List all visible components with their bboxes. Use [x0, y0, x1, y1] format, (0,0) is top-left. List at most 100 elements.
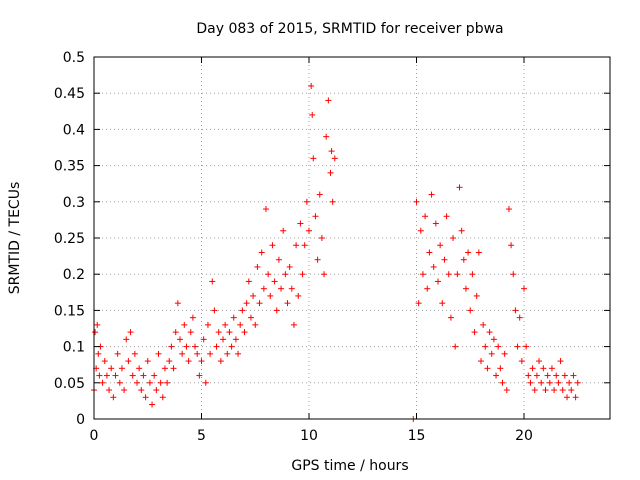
data-point — [204, 321, 211, 328]
data-point — [192, 343, 199, 350]
data-point — [559, 387, 566, 394]
data-point — [222, 321, 229, 328]
data-point — [484, 365, 491, 372]
data-point — [450, 235, 457, 241]
data-point — [164, 379, 171, 386]
data-point — [121, 387, 128, 394]
y-tick-label: 0.5 — [63, 50, 85, 66]
x-tick-label: 0 — [90, 428, 99, 444]
data-point — [99, 379, 106, 386]
data-point — [269, 242, 276, 249]
data-point — [525, 372, 532, 379]
data-point — [254, 263, 261, 270]
data-point — [415, 300, 422, 307]
data-point — [209, 278, 216, 285]
data-point — [424, 285, 431, 292]
data-point — [256, 300, 263, 307]
data-point — [523, 343, 530, 350]
data-point — [103, 372, 110, 379]
data-point — [536, 358, 543, 365]
data-point — [308, 82, 315, 89]
y-tick-label: 0.2 — [63, 267, 85, 283]
data-point — [140, 372, 147, 379]
data-point — [200, 336, 207, 343]
data-point — [213, 343, 220, 350]
data-point — [316, 191, 323, 198]
data-point — [185, 358, 192, 365]
data-point — [202, 379, 209, 386]
y-tick-label: 0.3 — [63, 195, 85, 211]
data-point — [561, 372, 568, 379]
data-point — [217, 358, 224, 365]
data-point — [542, 387, 549, 394]
x-tick-label: 15 — [408, 428, 426, 444]
data-point — [329, 198, 336, 205]
data-point — [275, 256, 282, 263]
data-point — [181, 321, 188, 328]
data-point — [443, 213, 450, 220]
data-point — [157, 379, 164, 386]
data-point — [293, 242, 300, 249]
data-point — [557, 358, 564, 365]
data-point — [430, 263, 437, 270]
data-point — [114, 350, 121, 357]
data-point — [239, 307, 246, 314]
data-point — [490, 336, 497, 343]
data-point — [230, 314, 237, 321]
data-point — [553, 372, 560, 379]
x-tick-label: 10 — [300, 428, 318, 444]
data-point — [116, 379, 123, 386]
data-point — [286, 263, 293, 270]
data-point — [508, 242, 515, 249]
data-point — [159, 394, 166, 401]
data-point — [331, 155, 338, 162]
data-point — [297, 220, 304, 227]
data-point — [303, 198, 310, 205]
data-point — [168, 343, 175, 350]
data-point — [318, 235, 325, 241]
data-point — [452, 343, 459, 350]
data-point — [179, 350, 186, 357]
data-point — [125, 358, 132, 365]
axis-ticks: 0 0.05 0.1 0.15 0.2 0.25 0.3 0.35 0.4 0.45 0.5 0 5 10… — [54, 50, 610, 444]
data-point — [323, 133, 330, 140]
data-point — [110, 394, 117, 401]
data-point — [321, 271, 328, 278]
data-point — [426, 249, 433, 256]
data-point — [432, 220, 439, 227]
data-point — [108, 365, 115, 372]
data-point — [572, 394, 579, 401]
data-point — [465, 249, 472, 256]
data-point — [493, 372, 500, 379]
data-point — [531, 387, 538, 394]
data-point — [512, 307, 519, 314]
data-point — [260, 285, 267, 292]
data-point — [146, 379, 153, 386]
data-point — [129, 372, 136, 379]
data-point — [280, 227, 287, 234]
data-point — [533, 372, 540, 379]
data-point — [488, 350, 495, 357]
data-point — [574, 379, 581, 386]
data-point — [101, 358, 108, 365]
data-point — [282, 271, 289, 278]
data-point — [278, 285, 285, 292]
data-point — [207, 350, 214, 357]
plot-frame — [93, 56, 611, 420]
data-point — [469, 271, 476, 278]
data-point — [172, 329, 179, 336]
y-tick-label: 0.1 — [63, 340, 85, 356]
data-point — [106, 387, 113, 394]
data-point — [439, 300, 446, 307]
data-point — [482, 343, 489, 350]
data-point — [94, 321, 101, 328]
data-point — [220, 336, 226, 343]
y-tick-label: 0.35 — [54, 159, 85, 175]
y-tick-label: 0.15 — [54, 303, 85, 319]
data-point — [155, 350, 162, 357]
data-point — [224, 350, 231, 357]
data-point — [309, 111, 316, 118]
data-point — [112, 372, 119, 379]
data-point — [568, 387, 575, 394]
data-point — [306, 227, 312, 234]
